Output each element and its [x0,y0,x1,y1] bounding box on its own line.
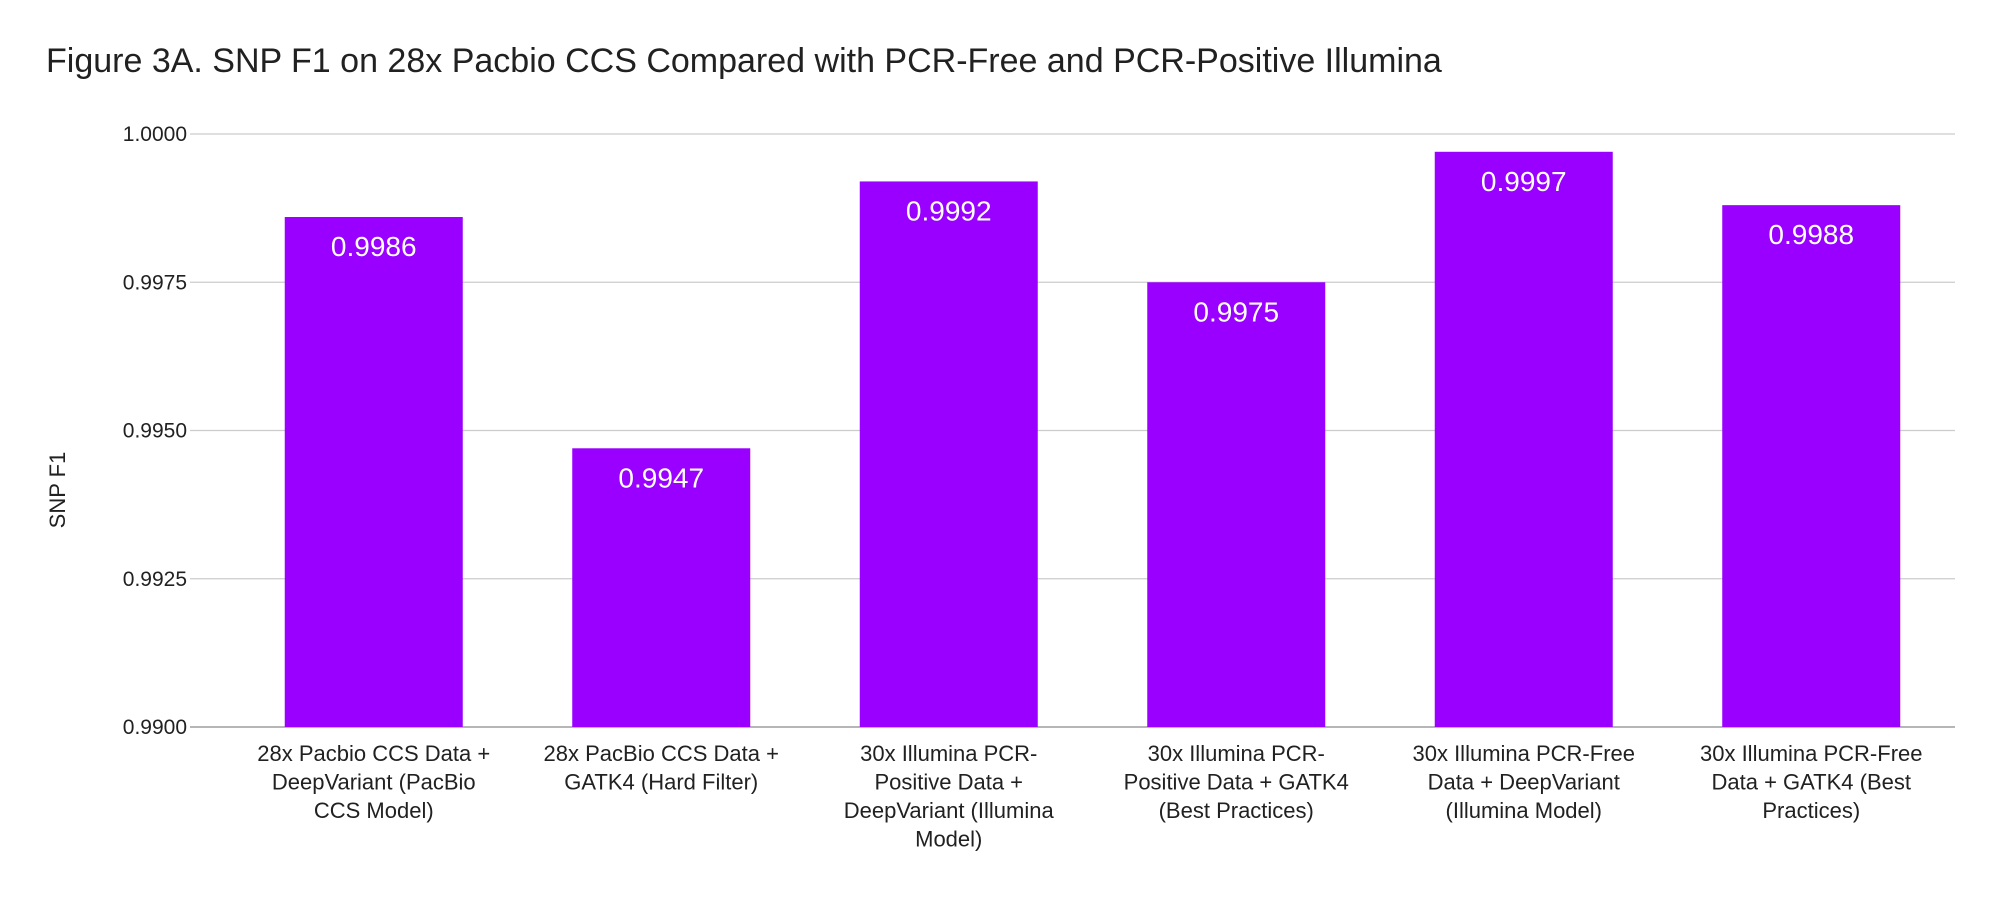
x-tick-label: 30x Illumina PCR-Free Data + DeepVariant (… [1412,741,1635,823]
y-tick-label: 1.0000 [123,123,187,146]
y-axis-ticks: 0.9900 0.9925 0.9950 0.9975 1.0000 [123,123,187,739]
x-tick-label-line: 30x Illumina PCR- [1148,741,1325,766]
data-label: 0.9992 [906,195,992,226]
y-tick-label: 0.9925 [123,568,187,591]
x-tick-label-line: Practices) [1762,798,1860,823]
bar[interactable] [1147,282,1326,727]
x-tick-label: 30x Illumina PCR- Positive Data + DeepVari… [844,741,1055,852]
x-tick-label: 28x PacBio CCS Data + GATK4 (Hard Filter) [544,741,779,795]
data-label: 0.9986 [331,231,417,262]
x-tick-label-line: 28x PacBio CCS Data + [544,741,779,766]
x-tick-label-line: DeepVariant (Illumina [844,798,1055,823]
x-tick-label-line: Data + GATK4 (Best [1711,770,1911,795]
x-tick-label: 28x Pacbio CCS Data + DeepVariant (PacBio… [257,741,490,823]
x-tick-label-line: (Best Practices) [1159,798,1314,823]
x-tick-label-line: 30x Illumina PCR- [860,741,1037,766]
x-tick-label-line: DeepVariant (PacBio [272,770,476,795]
data-label: 0.9947 [618,462,704,493]
bar[interactable] [572,448,751,727]
x-tick-label: 30x Illumina PCR- Positive Data + GATK4 (B… [1124,741,1349,823]
y-axis-label: SNP F1 [45,452,70,529]
bar[interactable] [1722,205,1901,727]
x-tick-label-line: 28x Pacbio CCS Data + [257,741,490,766]
bar[interactable] [859,181,1038,727]
x-axis-ticks: 28x Pacbio CCS Data + DeepVariant (PacBio… [257,741,1922,852]
data-label: 0.9988 [1768,219,1854,250]
x-tick-label-line: Model) [915,827,982,852]
chart-title: Figure 3A. SNP F1 on 28x Pacbio CCS Comp… [46,42,1442,80]
gridlines [190,133,1955,728]
data-label: 0.9975 [1193,296,1279,327]
x-tick-label-line: 30x Illumina PCR-Free [1700,741,1923,766]
y-tick-label: 0.9975 [123,271,187,294]
x-tick-label-line: Positive Data + GATK4 [1124,770,1349,795]
x-tick-label-line: (Illumina Model) [1446,798,1603,823]
bar[interactable] [1434,151,1613,728]
y-tick-label: 0.9900 [123,716,187,739]
x-tick-label: 30x Illumina PCR-Free Data + GATK4 (Best P… [1700,741,1923,823]
x-tick-label-line: CCS Model) [314,798,434,823]
x-tick-label-line: Positive Data + [874,770,1023,795]
bars: 0.9986 0.9947 0.9992 0.9975 0.9997 0.9988 [284,151,1901,728]
y-tick-label: 0.9950 [123,420,187,443]
x-tick-label-line: Data + DeepVariant [1428,770,1620,795]
data-label: 0.9997 [1481,166,1567,197]
x-tick-label-line: 30x Illumina PCR-Free [1412,741,1635,766]
x-tick-label-line: GATK4 (Hard Filter) [564,770,758,795]
bar[interactable] [284,217,463,727]
